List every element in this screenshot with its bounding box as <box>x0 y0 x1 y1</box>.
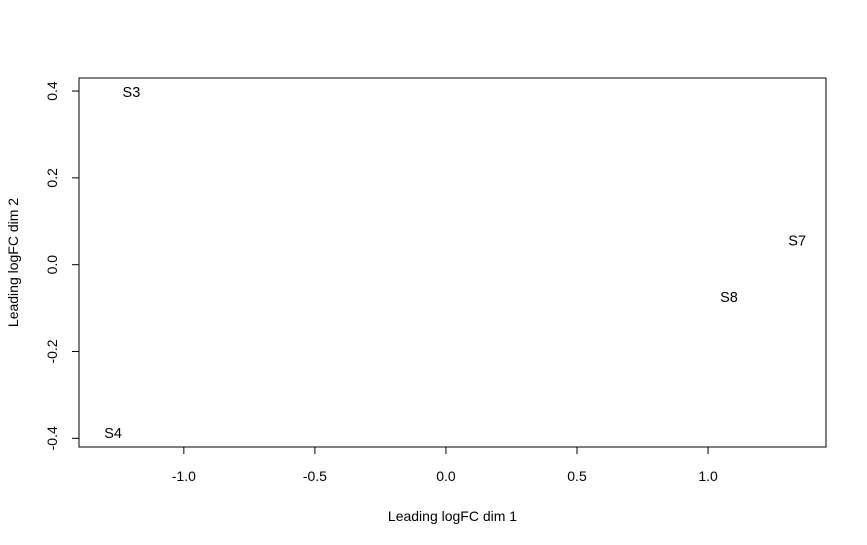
y-tick-label: 0.2 <box>44 168 60 188</box>
x-tick-label: 1.0 <box>698 468 718 484</box>
point-label-s8: S8 <box>720 290 738 306</box>
y-tick-label: -0.4 <box>44 426 60 450</box>
x-tick-label: 0.5 <box>567 468 587 484</box>
point-label-s4: S4 <box>104 426 122 442</box>
points-layer: S3 S4 S7 S8 <box>104 85 806 442</box>
y-tick-label: 0.0 <box>44 255 60 275</box>
plot-box <box>78 77 827 448</box>
y-axis: -0.4 -0.2 0.0 0.2 0.4 <box>44 81 80 450</box>
x-axis: -1.0 -0.5 0.0 0.5 1.0 <box>172 446 718 484</box>
x-tick-label: 0.0 <box>436 468 456 484</box>
x-tick-label: -0.5 <box>303 468 327 484</box>
y-tick-label: -0.2 <box>44 339 60 363</box>
point-label-s3: S3 <box>123 85 141 101</box>
y-axis-title: Leading logFC dim 2 <box>5 198 21 327</box>
x-axis-title: Leading logFC dim 1 <box>388 508 517 524</box>
y-tick-label: 0.4 <box>44 81 60 101</box>
x-tick-label: -1.0 <box>172 468 196 484</box>
point-label-s7: S7 <box>788 234 806 250</box>
